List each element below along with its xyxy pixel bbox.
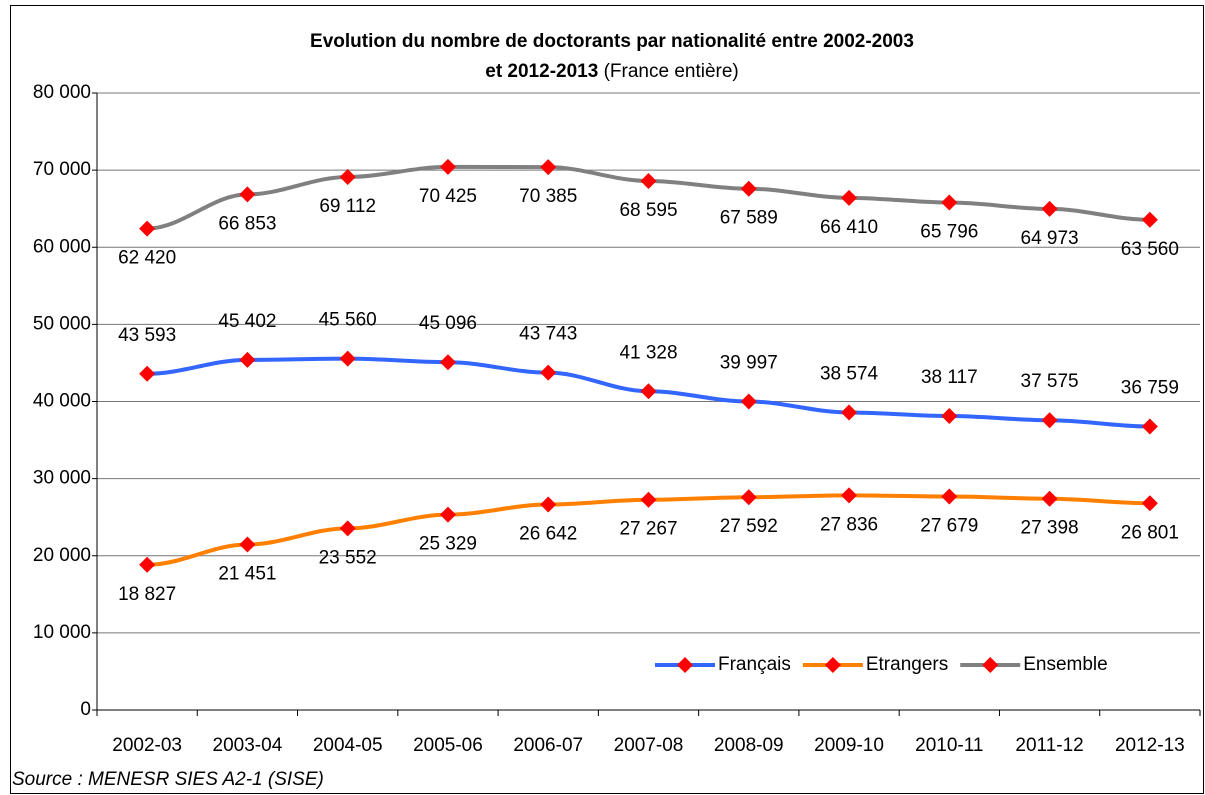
data-label: 70 385 <box>519 186 577 207</box>
data-label: 37 575 <box>1021 371 1079 392</box>
chart-title-line: et 2012-2013 (France entière) <box>485 61 739 82</box>
y-tick-label: 0 <box>80 699 91 720</box>
x-tick-label: 2010-11 <box>915 735 983 756</box>
marker <box>740 180 757 197</box>
legend-label: Ensemble <box>1023 654 1108 675</box>
data-label: 66 410 <box>820 217 878 238</box>
marker <box>239 536 256 553</box>
marker <box>1041 412 1058 429</box>
marker <box>841 404 858 421</box>
marker <box>139 220 156 237</box>
x-tick-label: 2008-09 <box>714 735 784 756</box>
x-tick-label: 2004-05 <box>313 735 383 756</box>
data-label: 45 402 <box>218 311 276 332</box>
data-label: 38 117 <box>921 367 978 388</box>
y-tick-label: 10 000 <box>33 622 91 643</box>
data-label: 27 679 <box>920 516 978 537</box>
marker <box>1141 211 1158 228</box>
marker <box>1141 418 1158 435</box>
marker <box>841 189 858 206</box>
data-label: 26 642 <box>519 524 577 545</box>
data-label: 26 801 <box>1121 522 1179 543</box>
data-label: 41 328 <box>619 342 677 363</box>
data-label: 68 595 <box>619 200 677 221</box>
marker <box>439 158 456 175</box>
y-tick-label: 50 000 <box>33 313 91 334</box>
data-label: 36 759 <box>1121 378 1179 399</box>
chart-frame <box>10 5 1204 794</box>
chart-title: Evolution du nombre de doctorants par na… <box>310 31 914 52</box>
data-label: 43 743 <box>519 324 577 345</box>
x-tick-label: 2002-03 <box>112 735 182 756</box>
marker <box>439 354 456 371</box>
data-label: 25 329 <box>419 534 477 555</box>
data-label: 67 589 <box>720 208 778 229</box>
marker <box>841 487 858 504</box>
data-label: 27 398 <box>1021 518 1079 539</box>
marker <box>1041 200 1058 217</box>
marker <box>941 488 958 505</box>
data-label: 66 853 <box>218 213 276 234</box>
marker <box>941 194 958 211</box>
legend-label: Français <box>718 654 791 675</box>
x-tick-label: 2011-12 <box>1015 735 1083 756</box>
marker <box>339 350 356 367</box>
marker <box>439 506 456 523</box>
x-tick-label: 2007-08 <box>614 735 684 756</box>
marker <box>740 489 757 506</box>
legend-label: Etrangers <box>866 654 948 675</box>
chart-subtitle: (France entière) <box>604 61 739 82</box>
x-tick-label: 2009-10 <box>814 735 884 756</box>
marker <box>740 393 757 410</box>
marker <box>1041 490 1058 507</box>
legend-marker <box>824 657 841 673</box>
marker <box>239 351 256 368</box>
data-label: 39 997 <box>720 353 778 374</box>
data-label: 65 796 <box>920 222 978 243</box>
marker <box>540 364 557 381</box>
data-label: 27 592 <box>720 516 778 537</box>
marker <box>540 159 557 176</box>
data-label: 27 836 <box>820 514 878 535</box>
marker <box>139 556 156 573</box>
source: Source : MENESR SIES A2-1 (SISE) <box>12 769 324 790</box>
data-label: 62 420 <box>118 248 176 269</box>
x-tick-label: 2003-04 <box>213 735 283 756</box>
data-label: 38 574 <box>820 364 879 385</box>
marker <box>640 491 657 508</box>
marker <box>339 168 356 185</box>
marker <box>640 383 657 400</box>
data-label: 63 560 <box>1121 239 1179 260</box>
y-tick-label: 60 000 <box>33 236 91 257</box>
data-label: 27 267 <box>619 519 677 540</box>
y-tick-label: 70 000 <box>33 159 91 180</box>
data-label: 21 451 <box>218 564 276 585</box>
marker <box>139 365 156 382</box>
data-label: 23 552 <box>319 547 377 568</box>
data-label: 18 827 <box>118 584 176 605</box>
y-tick-label: 80 000 <box>33 82 91 103</box>
marker <box>239 186 256 203</box>
marker <box>1141 495 1158 512</box>
data-label: 43 593 <box>118 325 176 346</box>
y-tick-label: 30 000 <box>33 468 91 489</box>
marker <box>540 496 557 513</box>
x-tick-label: 2012-13 <box>1115 735 1185 756</box>
data-label: 45 096 <box>419 313 477 334</box>
x-tick-label: 2005-06 <box>413 735 483 756</box>
y-tick-label: 20 000 <box>33 545 91 566</box>
marker <box>339 520 356 537</box>
data-label: 70 425 <box>419 186 477 207</box>
chart-title: et 2012-2013 <box>485 61 598 82</box>
x-tick-label: 2006-07 <box>513 735 583 756</box>
data-label: 69 112 <box>319 196 376 217</box>
y-tick-label: 40 000 <box>33 391 91 412</box>
marker <box>640 172 657 189</box>
legend-marker <box>982 657 999 673</box>
marker <box>941 408 958 425</box>
data-label: 45 560 <box>319 310 377 331</box>
legend-marker <box>677 657 693 673</box>
data-label: 64 973 <box>1021 228 1079 249</box>
